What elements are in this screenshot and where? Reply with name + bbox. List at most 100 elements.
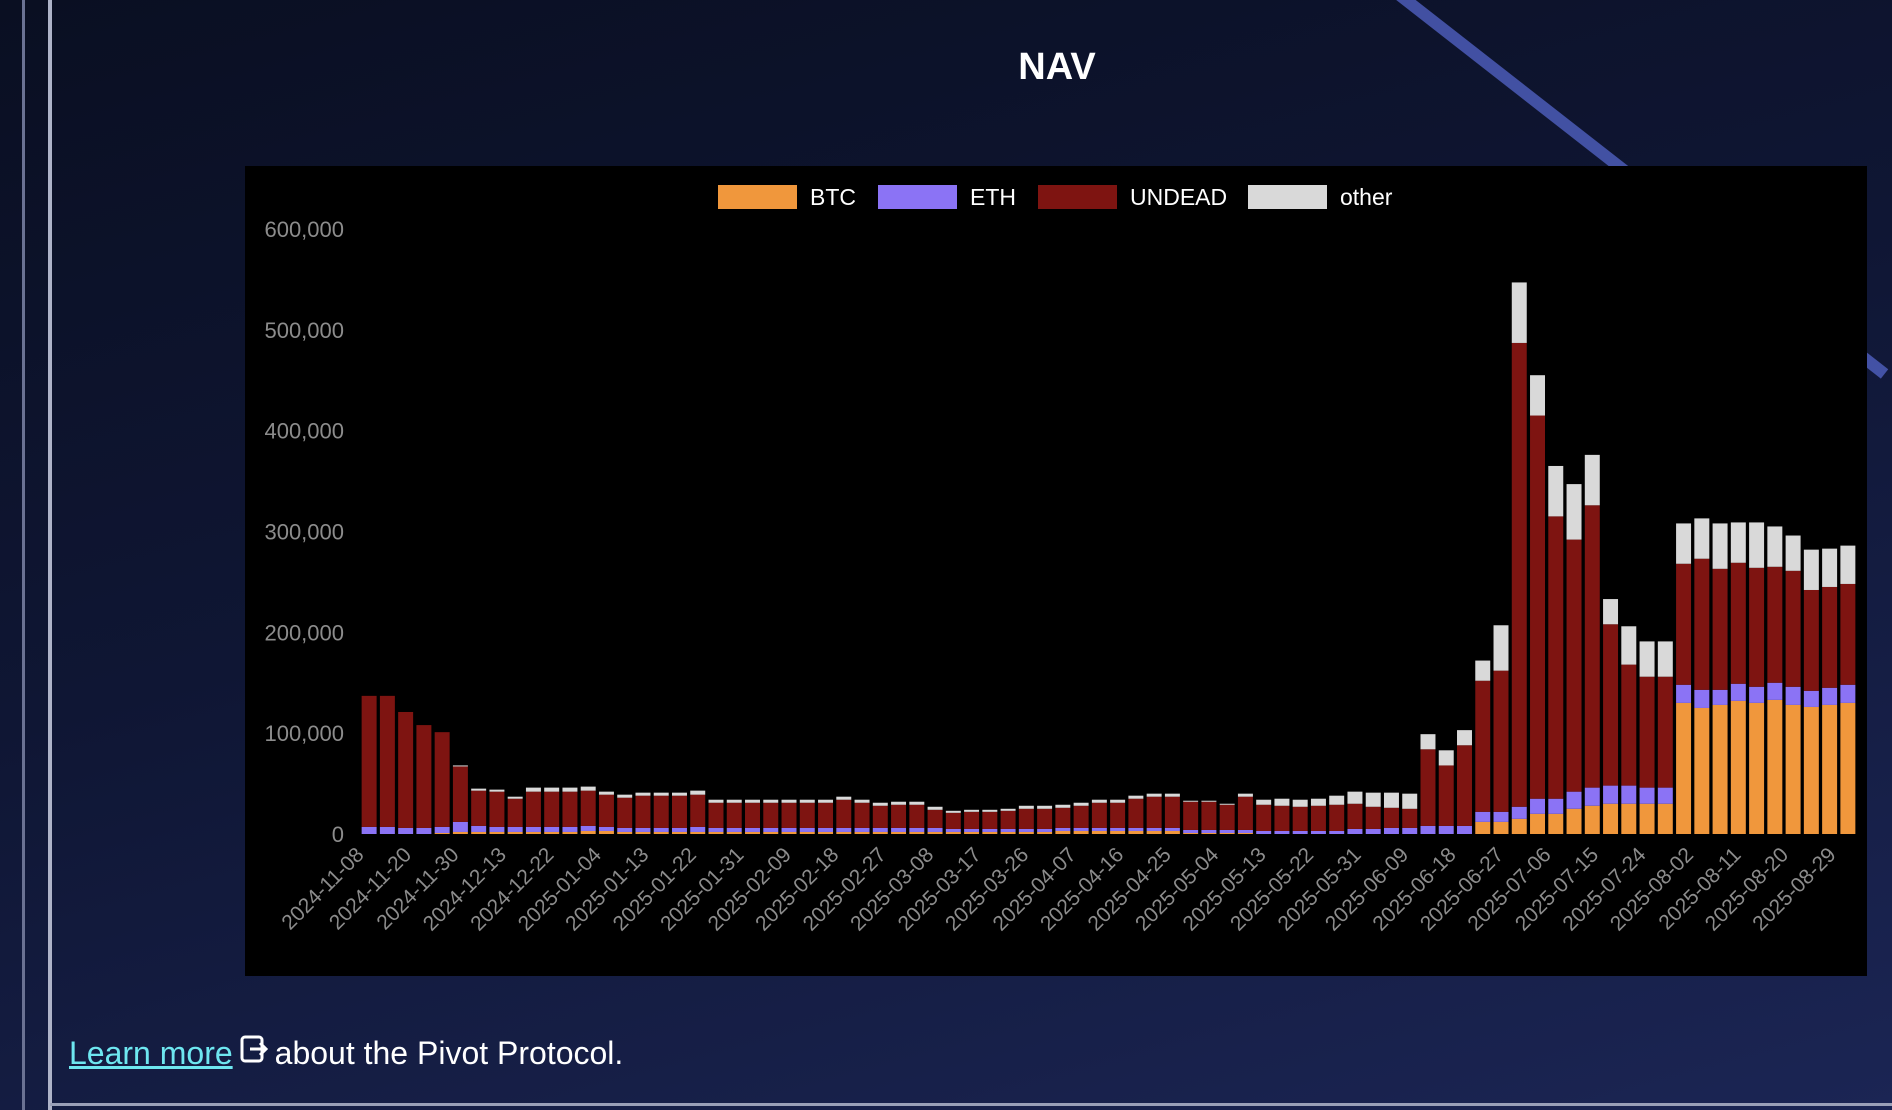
bar-eth [1037,828,1053,832]
bar-undead [1712,568,1728,690]
bar-eth [1383,827,1399,834]
bar-other [836,796,852,800]
bar-other [1256,799,1272,805]
bar-eth [945,828,961,832]
bar-undead [1475,680,1491,812]
bar-undead [1365,806,1381,829]
bar-other [872,802,888,806]
bar-undead [525,791,541,827]
bar-other [1329,795,1345,805]
bar-undead [1073,805,1089,828]
bar-other [1128,795,1144,799]
bar-btc [872,831,888,834]
bar-btc [1037,831,1053,834]
bar-other [1603,599,1619,625]
bar-undead [598,794,614,827]
bar-other [617,794,633,798]
bar-undead [1657,676,1673,788]
bar-btc [1767,699,1783,834]
bar-btc [1018,831,1034,834]
bar-btc [672,831,687,834]
bar-btc [854,831,870,834]
bar-eth [1256,830,1272,834]
bar-undead [1201,801,1217,830]
bar-eth [1183,829,1199,833]
bar-undead [909,804,925,828]
legend-swatch-btc [718,185,797,209]
bar-eth [1475,811,1491,822]
bar-eth [1603,785,1619,804]
bar-eth [1146,827,1162,831]
bar-other [1840,545,1856,584]
bar-other [1785,535,1801,571]
bar-btc [1749,702,1765,834]
bar-eth [1237,829,1253,833]
bar-other [1676,523,1692,564]
bar-btc [945,831,961,834]
bar-other [489,789,505,792]
bar-btc [1603,803,1619,834]
bar-eth [818,827,834,832]
content-border-line [48,0,52,1110]
bar-undead [1329,804,1345,831]
bar-other [1730,522,1746,563]
bar-btc [507,831,523,834]
bar-btc [836,831,852,834]
bar-eth [471,825,487,832]
bar-eth [1566,791,1582,809]
bar-undead [580,790,596,826]
bar-eth [927,827,943,832]
external-link-icon[interactable] [239,1034,269,1072]
bar-undead [1237,796,1253,830]
bar-other [1201,800,1217,802]
bar-other [562,787,578,792]
bar-undead [672,795,687,828]
bar-btc [1493,821,1509,834]
bar-eth [1694,689,1710,708]
bar-btc [1073,830,1089,834]
bar-eth [1073,827,1089,831]
bar-eth [489,826,505,832]
bar-undead [1091,802,1107,828]
bar-undead [1822,586,1838,688]
bar-btc [1511,818,1527,835]
bar-eth [1201,829,1217,833]
bar-undead [1128,798,1144,828]
bar-undead [434,732,450,827]
bar-undead [781,802,797,828]
bar-eth [452,821,468,832]
bar-other [854,799,870,803]
bar-eth [1657,787,1673,804]
bar-other [726,799,742,803]
bar-undead [1694,558,1710,690]
bar-eth [1274,830,1290,834]
bar-btc [525,831,541,834]
bar-eth [1840,684,1856,703]
bar-btc [1000,831,1016,834]
bar-other [1749,522,1765,568]
bar-other [1457,730,1472,746]
bar-other [471,788,487,791]
bar-eth [891,827,907,832]
bar-btc [1219,832,1235,834]
bar-other [1657,641,1673,677]
bar-eth [763,827,779,832]
y-tick-label: 600,000 [264,217,344,242]
bar-other [1493,625,1509,671]
bar-other [1767,526,1783,567]
bar-undead [1584,505,1600,788]
bar-undead [1603,624,1619,786]
bar-undead [1530,415,1545,799]
bar-undead [1402,808,1418,828]
legend-swatch-other [1248,185,1327,209]
learn-more-link[interactable]: Learn more [69,1034,233,1071]
bar-btc [580,830,596,834]
bar-eth [525,826,541,832]
bar-undead [1055,807,1071,828]
bar-undead [854,802,870,828]
bar-eth [507,826,523,832]
bar-btc [1840,702,1856,834]
bar-eth [672,827,687,832]
bar-btc [1548,813,1564,834]
